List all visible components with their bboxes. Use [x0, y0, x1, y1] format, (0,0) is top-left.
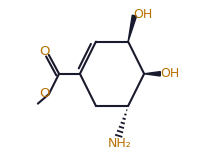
Polygon shape — [144, 72, 160, 76]
Text: O: O — [39, 87, 50, 100]
Polygon shape — [128, 15, 137, 42]
Text: OH: OH — [134, 8, 153, 21]
Text: NH₂: NH₂ — [108, 137, 131, 150]
Text: O: O — [40, 45, 50, 57]
Text: OH: OH — [160, 67, 179, 80]
